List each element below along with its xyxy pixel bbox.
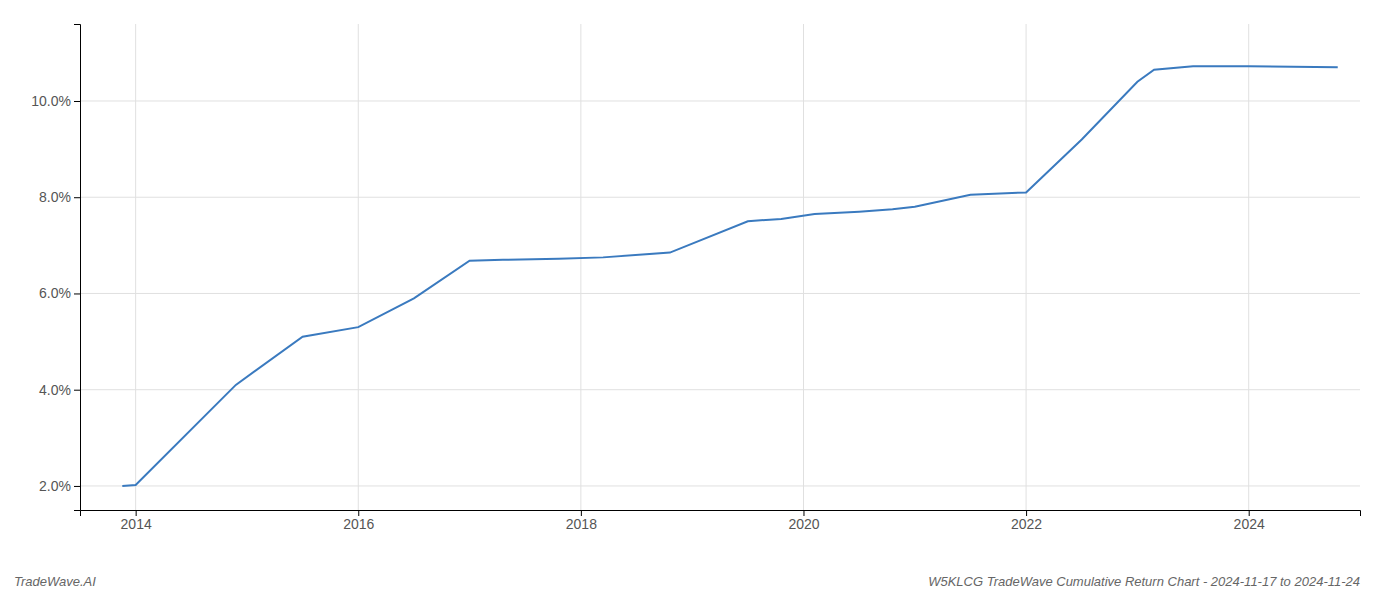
axis-line xyxy=(74,25,81,511)
title: W5KLCG TradeWave Cumulative Return Chart… xyxy=(928,574,1360,589)
tick: 4.0% xyxy=(39,382,80,398)
tick: 2020 xyxy=(788,510,819,532)
tick: 2014 xyxy=(121,510,152,532)
plot-area xyxy=(122,66,1337,486)
tick: 2018 xyxy=(566,510,597,532)
x-axis: 2014 2016 2018 2020 2022 2024 xyxy=(81,510,1361,532)
grid-line xyxy=(358,24,359,510)
tick-label: 2022 xyxy=(1011,516,1042,532)
grid-line xyxy=(80,100,1360,101)
tick-mark xyxy=(74,101,80,102)
tick-label: 10.0% xyxy=(31,93,71,109)
tick-label: 2014 xyxy=(121,516,152,532)
tick-label: 2020 xyxy=(788,516,819,532)
grid-line xyxy=(80,293,1360,294)
tick-label: 2024 xyxy=(1234,516,1265,532)
grid-line xyxy=(80,197,1360,198)
grid-line xyxy=(803,24,804,510)
tick-label: 2018 xyxy=(566,516,597,532)
tick-label: 2016 xyxy=(343,516,374,532)
tick-label: 6.0% xyxy=(39,285,71,301)
grid-line xyxy=(1026,24,1027,510)
grid-line xyxy=(1248,24,1249,510)
chart: 2014 2016 2018 2020 2022 2024 2.0% 4.0% 6.0% 8.0%… xyxy=(0,0,1400,600)
watermark: TradeWave.AI xyxy=(14,574,96,589)
axis-line xyxy=(81,511,1361,517)
y-axis: 2.0% 4.0% 6.0% 8.0% 10.0% xyxy=(31,25,80,511)
tick-mark xyxy=(74,390,80,391)
tick: 2024 xyxy=(1234,510,1265,532)
tick-label: 4.0% xyxy=(39,382,71,398)
tick: 10.0% xyxy=(31,93,80,109)
tick-mark xyxy=(74,486,80,487)
tick-mark xyxy=(74,197,80,198)
grid-line xyxy=(80,485,1360,486)
grid-line xyxy=(135,24,136,510)
line xyxy=(122,66,1337,486)
tick: 6.0% xyxy=(39,285,80,301)
tick: 2.0% xyxy=(39,478,80,494)
tick: 2016 xyxy=(343,510,374,532)
tick-label: 2.0% xyxy=(39,478,71,494)
grid xyxy=(80,24,1360,510)
tick: 2022 xyxy=(1011,510,1042,532)
tick-mark xyxy=(74,293,80,294)
grid-line xyxy=(580,24,581,510)
tick: 8.0% xyxy=(39,189,80,205)
tick-label: 8.0% xyxy=(39,189,71,205)
grid-line xyxy=(80,389,1360,390)
